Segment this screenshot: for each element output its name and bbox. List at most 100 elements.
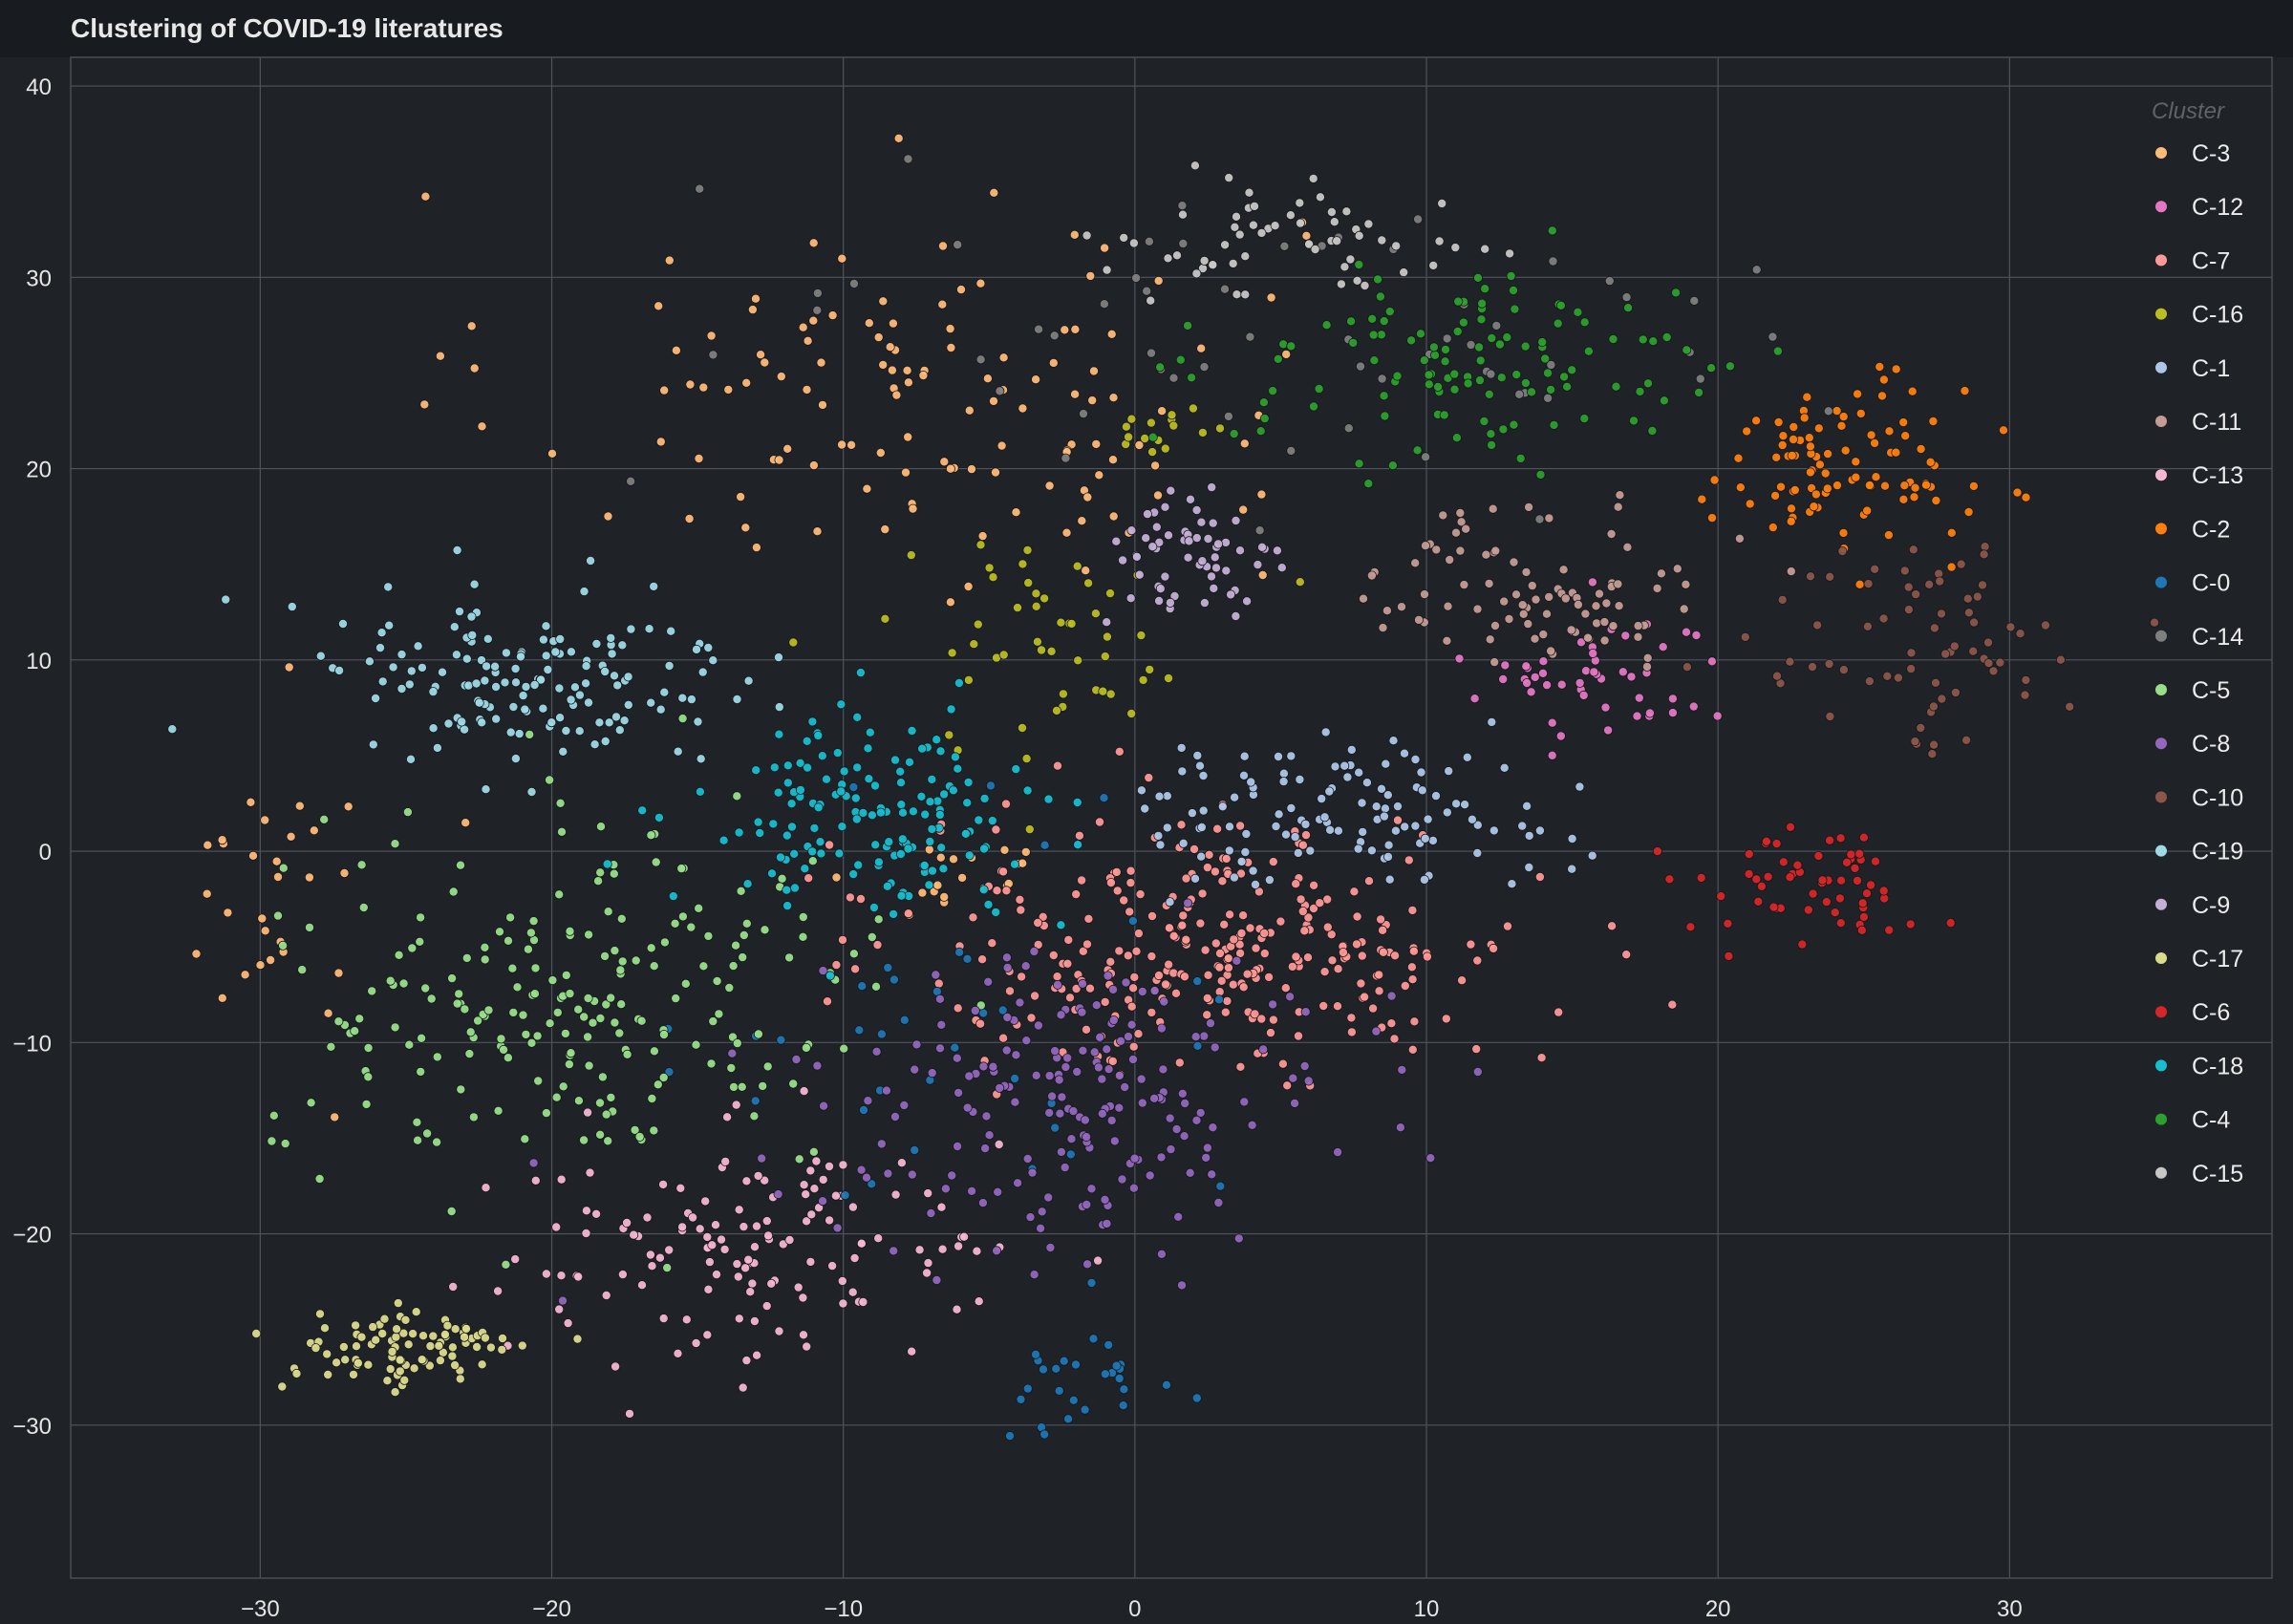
data-point xyxy=(1082,492,1093,502)
data-point xyxy=(1555,300,1566,310)
legend-item-C-4[interactable]: C-4 xyxy=(2155,1107,2230,1134)
data-point xyxy=(893,133,904,143)
data-point xyxy=(1838,665,1849,675)
data-point xyxy=(899,1100,910,1111)
data-point xyxy=(1520,377,1531,388)
legend-marker xyxy=(2155,361,2167,374)
data-point xyxy=(1179,1131,1189,1142)
legend-item-C-14[interactable]: C-14 xyxy=(2155,624,2243,651)
legend-item-C-8[interactable]: C-8 xyxy=(2155,731,2230,758)
data-point xyxy=(1330,761,1340,772)
data-point xyxy=(1763,871,1773,882)
data-point xyxy=(1343,423,1354,434)
data-point xyxy=(740,1263,751,1273)
data-point xyxy=(923,1188,933,1199)
legend-item-C-7[interactable]: C-7 xyxy=(2155,247,2230,274)
legend-item-C-16[interactable]: C-16 xyxy=(2155,302,2243,329)
data-point xyxy=(731,1100,741,1110)
data-point xyxy=(1487,332,1497,343)
legend[interactable]: ClusterC-3C-12C-7C-16C-1C-11C-13C-2C-0C-… xyxy=(2152,98,2243,1187)
legend-item-C-11[interactable]: C-11 xyxy=(2155,409,2241,436)
data-point xyxy=(1154,537,1165,547)
data-point xyxy=(1044,1071,1055,1081)
legend-item-C-3[interactable]: C-3 xyxy=(2155,140,2230,167)
data-point xyxy=(646,830,656,841)
data-point xyxy=(1445,555,1455,566)
data-point xyxy=(1125,878,1136,888)
data-point xyxy=(659,937,670,948)
data-point xyxy=(382,1376,393,1386)
data-point xyxy=(858,1297,868,1308)
data-point xyxy=(1190,873,1201,884)
legend-item-C-17[interactable]: C-17 xyxy=(2155,946,2243,972)
legend-item-C-1[interactable]: C-1 xyxy=(2155,355,2230,382)
data-point xyxy=(1858,911,1869,922)
data-point xyxy=(601,1109,611,1120)
data-point xyxy=(1442,333,1452,344)
data-point xyxy=(1504,614,1514,625)
data-point xyxy=(1015,997,1025,1008)
data-point xyxy=(649,1046,659,1057)
data-point xyxy=(1523,619,1533,630)
data-point xyxy=(406,666,417,676)
legend-item-C-0[interactable]: C-0 xyxy=(2155,570,2230,597)
data-point xyxy=(1509,285,1519,295)
data-point xyxy=(1515,453,1526,463)
data-point xyxy=(465,1027,476,1037)
data-point xyxy=(304,872,314,883)
data-point xyxy=(968,912,978,923)
data-point xyxy=(1455,545,1466,556)
data-point xyxy=(816,848,826,859)
data-point xyxy=(1146,348,1157,358)
legend-item-C-10[interactable]: C-10 xyxy=(2155,784,2243,811)
data-point xyxy=(859,1105,869,1116)
legend-item-C-19[interactable]: C-19 xyxy=(2155,839,2243,865)
legend-marker xyxy=(2155,147,2167,159)
data-point xyxy=(1189,844,1200,854)
data-point xyxy=(1033,1020,1043,1031)
data-point xyxy=(1776,481,1787,492)
legend-item-C-5[interactable]: C-5 xyxy=(2155,677,2230,704)
data-point xyxy=(1544,513,1554,524)
data-point xyxy=(1400,748,1410,759)
legend-item-C-15[interactable]: C-15 xyxy=(2155,1161,2243,1187)
data-point xyxy=(862,483,872,494)
data-point xyxy=(1114,1070,1125,1080)
data-point xyxy=(1010,859,1020,869)
data-point xyxy=(1522,678,1532,689)
data-point xyxy=(1864,480,1875,490)
legend-item-C-18[interactable]: C-18 xyxy=(2155,1053,2243,1079)
legend-item-C-13[interactable]: C-13 xyxy=(2155,462,2243,489)
data-point xyxy=(1599,635,1610,646)
data-point xyxy=(977,1198,988,1208)
data-point xyxy=(1479,416,1489,426)
legend-item-C-12[interactable]: C-12 xyxy=(2155,194,2243,221)
data-point xyxy=(1234,229,1245,240)
data-point xyxy=(1413,214,1424,224)
legend-marker xyxy=(2155,523,2167,535)
data-point xyxy=(466,321,477,331)
legend-item-C-9[interactable]: C-9 xyxy=(2155,892,2230,919)
data-point xyxy=(677,1222,688,1232)
data-point xyxy=(1259,949,1270,959)
data-point xyxy=(1374,970,1384,980)
legend-item-C-6[interactable]: C-6 xyxy=(2155,999,2230,1026)
data-point xyxy=(671,345,681,355)
data-point xyxy=(947,1170,957,1181)
data-point xyxy=(1825,835,1835,845)
legend-item-C-2[interactable]: C-2 xyxy=(2155,516,2230,543)
data-point xyxy=(1608,621,1618,631)
data-point xyxy=(498,1334,508,1344)
data-point xyxy=(887,365,897,375)
data-point xyxy=(1806,571,1816,582)
data-point xyxy=(1587,850,1597,861)
data-point xyxy=(1274,752,1284,762)
data-point xyxy=(1282,1080,1293,1091)
data-point xyxy=(1185,1167,1195,1178)
data-point xyxy=(595,867,606,878)
data-point xyxy=(850,964,861,974)
data-point xyxy=(1131,551,1142,562)
legend-label: C-11 xyxy=(2192,409,2241,436)
data-point xyxy=(1078,978,1088,989)
data-point xyxy=(868,903,879,913)
